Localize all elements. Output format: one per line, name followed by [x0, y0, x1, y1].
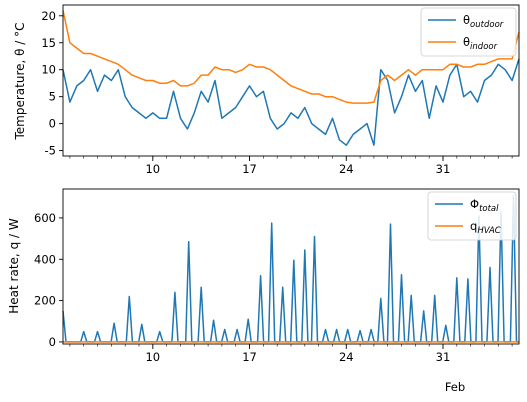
legend-label-hvac: qHVAC	[470, 219, 501, 236]
legend-label-outdoor-main: θ	[463, 13, 470, 27]
series-line-indoor	[62, 10, 520, 104]
heat-rate-legend: Φtotal qHVAC	[427, 191, 517, 241]
legend-label-hvac-main: q	[470, 219, 477, 233]
heat-rate-series-group	[62, 194, 519, 343]
y-tick-label: 0	[49, 335, 56, 349]
legend-label-total-main: Φ	[470, 197, 479, 211]
y-tick-label: 5	[49, 90, 56, 104]
legend-label-indoor: θindoor	[463, 35, 498, 52]
heat-rate-x-ticks: 10 17 24 31	[69, 344, 513, 364]
y-tick-label: 600	[34, 211, 56, 225]
y-tick-label: 20	[41, 9, 56, 23]
legend-label-total: Φtotal	[470, 197, 499, 214]
y-tick-label: 400	[34, 252, 56, 266]
x-tick-label: 31	[436, 162, 451, 176]
x-tick-label: 24	[339, 162, 354, 176]
legend-label-outdoor: θoutdoor	[463, 13, 504, 30]
month-label: Feb	[445, 380, 465, 394]
legend-label-total-sub: total	[479, 204, 499, 214]
x-tick-label: 24	[339, 350, 354, 364]
y-tick-label: 200	[34, 294, 56, 308]
temperature-y-ticks: -5 0 5 10 15 20	[41, 9, 63, 158]
heat-rate-y-ticks: 0 200 400 600	[34, 211, 63, 349]
legend-label-hvac-sub: HVAC	[477, 226, 500, 236]
legend-label-indoor-main: θ	[463, 35, 470, 49]
x-tick-label: 10	[145, 162, 160, 176]
temperature-legend: θoutdoor θindoor	[420, 7, 517, 57]
x-tick-label: 17	[242, 162, 257, 176]
temperature-x-ticks: 10 17 24 31	[69, 156, 513, 176]
series-line-outdoor	[62, 58, 520, 146]
heat-rate-chart: 0 200 400 600 10 17 24 31 Heat rate, q / W Feb…	[7, 188, 520, 394]
y-tick-label: 15	[41, 36, 56, 50]
x-tick-label: 31	[436, 350, 451, 364]
heat-rate-y-axis-label: Heat rate, q / W	[7, 218, 21, 314]
legend-label-indoor-sub: indoor	[470, 42, 498, 52]
x-tick-label: 10	[145, 350, 160, 364]
y-tick-label: 10	[41, 63, 56, 77]
temperature-y-axis-label: Temperature, θ / °C	[13, 22, 27, 140]
temperature-series-group	[62, 10, 520, 146]
legend-label-outdoor-sub: outdoor	[470, 20, 504, 30]
y-tick-label: -5	[45, 144, 56, 158]
x-tick-label: 17	[242, 350, 257, 364]
y-tick-label: 0	[49, 117, 56, 131]
